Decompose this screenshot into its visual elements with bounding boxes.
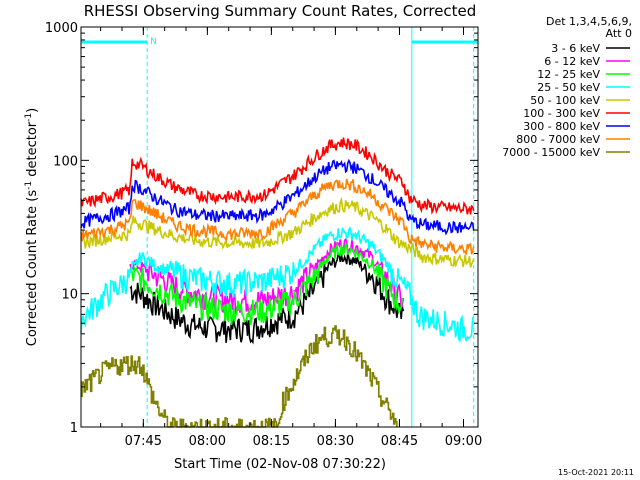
legend-label-4: 50 - 100 keV bbox=[530, 94, 600, 107]
x-tick-label-2: 08:15 bbox=[253, 434, 290, 449]
x-axis-ticks: 07:45 08:00 08:15 08:30 08:45 09:00 bbox=[100, 27, 482, 449]
x-tick-label-0: 07:45 bbox=[125, 434, 162, 449]
x-tick-label-1: 08:00 bbox=[189, 434, 226, 449]
y-tick-label-3: 1000 bbox=[45, 21, 78, 36]
legend-label-7: 800 - 7000 keV bbox=[516, 133, 600, 146]
chart-title: RHESSI Observing Summary Count Rates, Co… bbox=[84, 2, 477, 20]
legend-header-1: Det 1,3,4,5,6,9, bbox=[546, 15, 632, 28]
y-axis-label: Corrected Count Rate (s-1 detector-1) bbox=[24, 108, 40, 346]
x-tick-label-3: 08:30 bbox=[317, 434, 354, 449]
series-line-4 bbox=[80, 196, 475, 268]
y-axis-label-main: Corrected Count Rate (s bbox=[25, 190, 40, 347]
y-axis-label-mid: detector bbox=[25, 121, 40, 181]
y-axis-label-exp2: -1 bbox=[24, 113, 34, 122]
x-tick-label-4: 08:45 bbox=[381, 434, 418, 449]
series-line-6 bbox=[80, 158, 475, 236]
legend-label-6: 300 - 800 keV bbox=[523, 120, 600, 133]
series-line-2 bbox=[129, 241, 404, 326]
x-tick-label-5: 09:00 bbox=[445, 434, 482, 449]
y-axis-label-end: ) bbox=[25, 108, 40, 113]
y-tick-label-2: 100 bbox=[53, 154, 78, 169]
y-tick-label-1: 10 bbox=[61, 288, 78, 303]
y-axis-ticks: 1 10 100 1000 bbox=[45, 21, 478, 436]
generated-timestamp: 15-Oct-2021 20:11 bbox=[558, 468, 634, 477]
legend-label-5: 100 - 300 keV bbox=[523, 107, 600, 120]
series-line-3 bbox=[80, 226, 474, 343]
flag-bar-label-0: N bbox=[150, 37, 157, 47]
legend-label-8: 7000 - 15000 keV bbox=[502, 146, 600, 159]
plot-frame bbox=[80, 26, 479, 428]
series-line-5 bbox=[80, 137, 475, 215]
series-line-7 bbox=[80, 178, 475, 255]
y-tick-label-0: 1 bbox=[70, 421, 78, 436]
legend-header-2: Att 0 bbox=[606, 27, 632, 40]
legend-label-0: 3 - 6 keV bbox=[551, 42, 600, 55]
y-axis-label-exp1: -1 bbox=[24, 181, 34, 190]
x-axis-label: Start Time (02-Nov-08 07:30:22) bbox=[174, 457, 386, 472]
plot-content: N bbox=[80, 27, 478, 428]
legend-label-1: 6 - 12 keV bbox=[544, 55, 600, 68]
legend-label-3: 25 - 50 keV bbox=[537, 81, 600, 94]
legend-label-2: 12 - 25 keV bbox=[537, 68, 600, 81]
